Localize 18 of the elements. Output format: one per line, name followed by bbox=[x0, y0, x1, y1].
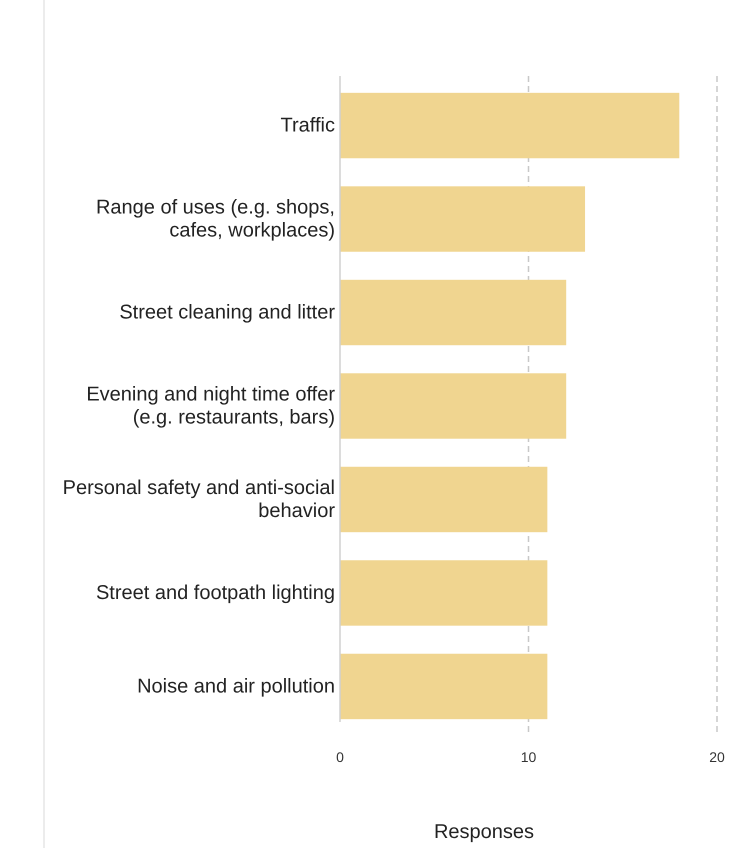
bar bbox=[340, 654, 548, 720]
y-tick-label: Range of uses (e.g. shops, cafes, workplaces) bbox=[96, 196, 335, 242]
y-tick-label: Street and footpath lighting bbox=[96, 582, 335, 604]
y-tick-label: Noise and air pollution bbox=[137, 675, 335, 698]
bar bbox=[340, 186, 586, 252]
y-tick-label: Personal safety and anti-social behavior bbox=[62, 476, 336, 522]
y-tick-label: Evening and night time offer (e.g. restaurants, bars) bbox=[86, 384, 336, 428]
bar bbox=[340, 466, 548, 532]
x-axis-title: Responses bbox=[434, 821, 534, 843]
y-tick-label: Traffic bbox=[280, 114, 335, 137]
y-tick-label: Street cleaning and litter bbox=[119, 302, 336, 324]
bar bbox=[340, 373, 566, 439]
bar bbox=[340, 560, 548, 626]
bar bbox=[340, 280, 566, 346]
x-tick-label: 0 bbox=[336, 749, 344, 765]
x-tick-label: 20 bbox=[709, 749, 725, 765]
bar bbox=[340, 92, 680, 158]
x-tick-label: 10 bbox=[520, 749, 536, 765]
